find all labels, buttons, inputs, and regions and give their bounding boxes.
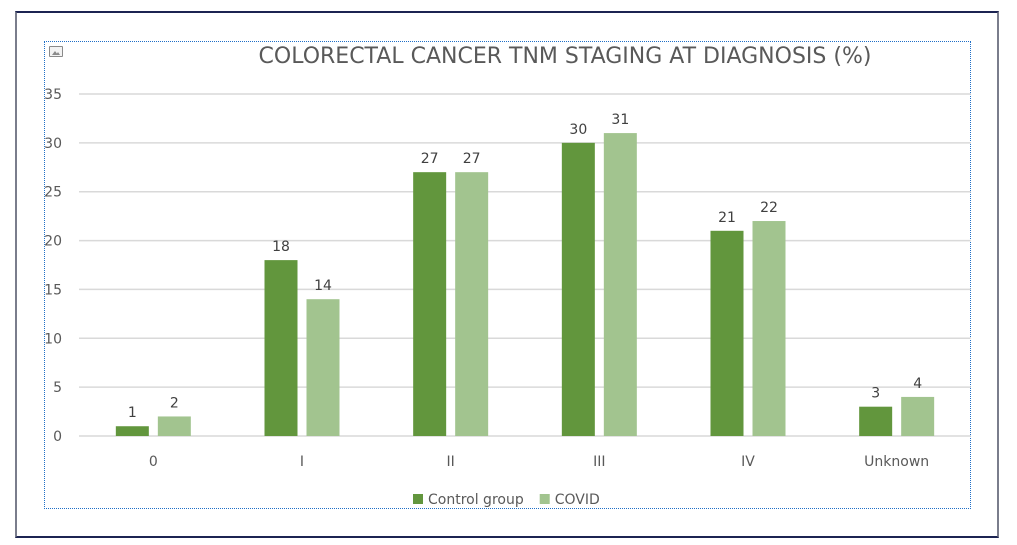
legend-label: COVID: [555, 492, 600, 508]
bar-control-group-unknown[interactable]: [859, 406, 893, 436]
data-label: 27: [463, 151, 481, 167]
y-tick-label: 30: [44, 136, 62, 152]
bar-covid-i[interactable]: [306, 299, 340, 436]
y-tick-label: 20: [44, 234, 62, 250]
y-tick-label: 10: [44, 331, 62, 347]
data-label: 2: [170, 395, 179, 411]
gridlines: [79, 93, 971, 437]
bars: [115, 133, 935, 437]
x-tick-label: Unknown: [864, 454, 929, 470]
x-tick-label: II: [447, 454, 455, 470]
bar-control-group-0[interactable]: [115, 426, 149, 436]
data-label: 27: [421, 151, 439, 167]
bar-control-group-i[interactable]: [264, 260, 298, 436]
x-tick-label: IV: [741, 454, 755, 470]
bar-control-group-ii[interactable]: [413, 172, 447, 436]
x-axis-ticks: 0 I II III IV Unknown: [149, 454, 929, 470]
legend-swatch: [539, 494, 550, 504]
legend: Control group COVID: [413, 492, 600, 508]
chart-title: COLORECTAL CANCER TNM STAGING AT DIAGNOS…: [259, 44, 872, 69]
x-tick-label: 0: [149, 454, 158, 470]
data-label: 31: [611, 112, 629, 128]
chart-area-selection[interactable]: [44, 41, 971, 509]
y-tick-label: 5: [53, 380, 62, 396]
bar-covid-ii[interactable]: [455, 172, 489, 436]
slide-frame: [15, 11, 999, 538]
image-placeholder-icon: [49, 46, 63, 57]
data-label: 14: [314, 278, 332, 294]
data-label: 3: [871, 386, 880, 402]
data-label: 30: [569, 122, 587, 138]
x-tick-label: III: [593, 454, 605, 470]
y-tick-label: 15: [44, 282, 62, 298]
bar-covid-0[interactable]: [157, 416, 191, 436]
bar-control-group-iii[interactable]: [561, 142, 595, 436]
data-label: 21: [718, 210, 736, 226]
legend-swatch: [413, 494, 423, 504]
bar-covid-iii[interactable]: [603, 133, 637, 437]
data-labels: 1 2 18 14 27 27 30 31 21 22 3 4: [128, 112, 922, 421]
data-label: 1: [128, 405, 137, 421]
data-label: 4: [913, 376, 922, 392]
y-tick-label: 35: [44, 87, 62, 103]
legend-label: Control group: [428, 492, 524, 508]
y-tick-label: 0: [53, 429, 62, 445]
data-label: 18: [272, 239, 290, 255]
bar-covid-iv[interactable]: [752, 221, 786, 436]
bar-control-group-iv[interactable]: [710, 230, 744, 436]
bar-covid-unknown[interactable]: [901, 396, 935, 436]
y-axis-ticks: 0 5 10 15 20 25 30 35: [44, 87, 62, 445]
x-tick-label: I: [300, 454, 304, 470]
data-label: 22: [760, 200, 778, 216]
y-tick-label: 25: [44, 185, 62, 201]
